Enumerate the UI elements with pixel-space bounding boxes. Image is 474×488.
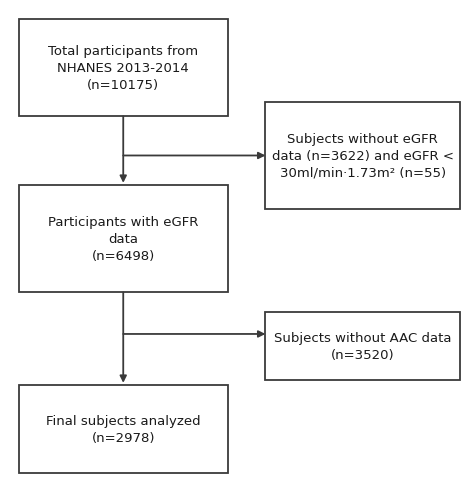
- Bar: [265, 312, 460, 381]
- Text: Participants with eGFR
data
(n=6498): Participants with eGFR data (n=6498): [48, 216, 199, 263]
- Text: Final subjects analyzed
(n=2978): Final subjects analyzed (n=2978): [46, 414, 201, 445]
- Bar: [19, 386, 228, 473]
- Bar: [265, 102, 460, 210]
- Text: Total participants from
NHANES 2013-2014
(n=10175): Total participants from NHANES 2013-2014…: [48, 45, 198, 92]
- Bar: [19, 185, 228, 293]
- Text: Subjects without AAC data
(n=3520): Subjects without AAC data (n=3520): [274, 331, 451, 362]
- Bar: [19, 20, 228, 117]
- Text: Subjects without eGFR
data (n=3622) and eGFR <
30ml/min·1.73m² (n=55): Subjects without eGFR data (n=3622) and …: [272, 133, 454, 180]
